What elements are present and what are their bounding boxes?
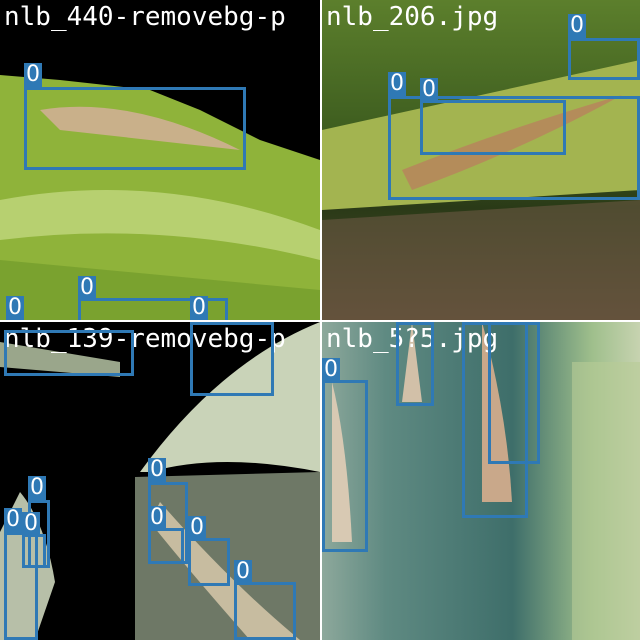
image-title-1: nlb_440-removebg-p [4, 2, 286, 32]
class-label: 0 [188, 515, 206, 540]
detection-box [4, 532, 38, 640]
class-label: 0 [148, 457, 166, 482]
detection-box [568, 38, 640, 80]
class-label: 0 [4, 507, 22, 532]
image-title-2: nlb_206.jpg [326, 2, 499, 32]
detection-box [234, 582, 296, 640]
detection-box [190, 322, 274, 396]
image-title-3: nlb_139-removebg-p [4, 324, 286, 354]
class-label: 0 [78, 275, 96, 300]
image-title-4: nlb_5?5.jpg [326, 324, 499, 354]
class-label: 0 [568, 13, 586, 38]
detection-box [388, 96, 640, 200]
grid-divider-horizontal [0, 320, 640, 322]
detection-box [322, 380, 368, 552]
leaf-image-1 [0, 75, 320, 320]
image-tile-1: nlb_440-removebg-p 0 0 0 0 [0, 0, 320, 320]
class-label: 0 [322, 357, 340, 382]
detection-box [188, 538, 230, 586]
class-label: 0 [190, 295, 208, 320]
image-tile-2: nlb_206.jpg 0 0 0 [322, 0, 640, 320]
class-label: 0 [234, 559, 252, 584]
class-label: 0 [22, 511, 40, 536]
image-tile-4: nlb_5?5.jpg 0 0 0 0 [322, 322, 640, 640]
class-label: 0 [24, 62, 42, 87]
class-label: 0 [28, 475, 46, 500]
detection-box [396, 322, 434, 406]
class-label: 0 [388, 71, 406, 96]
class-label: 0 [148, 505, 166, 530]
detection-box [4, 330, 134, 376]
detection-box [488, 322, 540, 464]
detection-box [148, 528, 184, 564]
class-label: 0 [420, 77, 438, 102]
detection-box [420, 100, 566, 155]
detection-box [78, 298, 228, 320]
image-tile-3: nlb_139-removebg-p 0 0 0 0 0 0 0 [0, 322, 320, 640]
class-label: 0 [6, 295, 24, 320]
detection-box [24, 87, 246, 170]
